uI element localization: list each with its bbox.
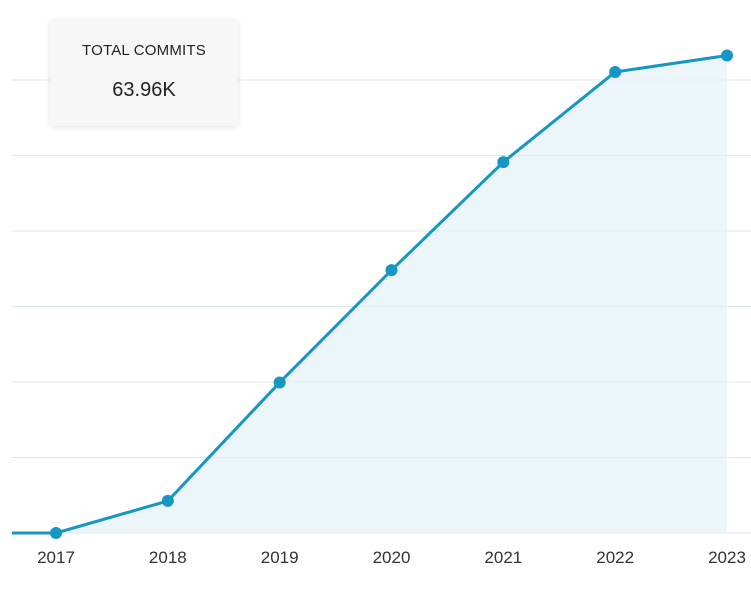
x-tick-label: 2022 (596, 548, 634, 567)
x-tick-label: 2017 (37, 548, 75, 567)
series-line (12, 53, 728, 535)
tooltip-title: TOTAL COMMITS (82, 42, 206, 59)
data-point-2023[interactable] (721, 49, 733, 62)
data-points (50, 49, 733, 539)
data-point-2022[interactable] (609, 65, 622, 78)
x-tick-label: 2018 (149, 548, 187, 567)
data-point-2021[interactable] (497, 156, 510, 169)
tooltip-value: 63.96K (112, 79, 176, 101)
x-tick-label: 2020 (373, 548, 411, 567)
x-tick-label: 2019 (261, 548, 299, 567)
data-point-2020[interactable] (385, 264, 398, 277)
x-tick-label: 2023 (708, 548, 746, 567)
data-point-2019[interactable] (273, 376, 286, 389)
data-point-2017[interactable] (50, 527, 62, 539)
data-point-2018[interactable] (161, 494, 174, 507)
x-tick-label: 2021 (484, 548, 522, 567)
x-axis-labels: 2017 2018 2019 2020 2021 2022 2023 (37, 548, 746, 567)
tooltip: TOTAL COMMITS 63.96K (50, 20, 238, 126)
